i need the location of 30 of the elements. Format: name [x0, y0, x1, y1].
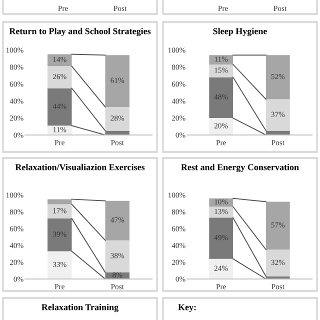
bar — [105, 106, 130, 131]
chart-title: Relaxation/Visualiazion Exercises — [15, 164, 145, 170]
bar — [209, 118, 234, 135]
bar — [209, 64, 234, 78]
bar — [266, 250, 290, 276]
chart-title: Return to Play and School Strategies — [9, 28, 151, 36]
chart-title: Rest and Energy Conservation — [181, 164, 299, 172]
bar — [105, 200, 130, 240]
text: Relaxation Training — [42, 304, 118, 312]
bar — [48, 66, 72, 88]
bar — [48, 204, 72, 219]
bar — [209, 206, 234, 218]
bar — [266, 55, 290, 100]
bar — [209, 55, 234, 64]
bar — [48, 126, 72, 135]
bar — [209, 218, 234, 259]
bar — [209, 258, 234, 279]
bar — [105, 55, 130, 107]
bar — [48, 88, 72, 126]
bar — [266, 202, 290, 250]
bar — [266, 99, 290, 131]
text: Key: — [178, 304, 196, 312]
bar — [105, 240, 130, 272]
bar — [209, 77, 234, 118]
bar — [48, 199, 72, 204]
bar — [48, 218, 72, 252]
bar — [48, 54, 72, 66]
bar — [48, 251, 72, 279]
chart-title: Sleep Hygiene — [213, 28, 267, 36]
bar — [209, 198, 234, 207]
